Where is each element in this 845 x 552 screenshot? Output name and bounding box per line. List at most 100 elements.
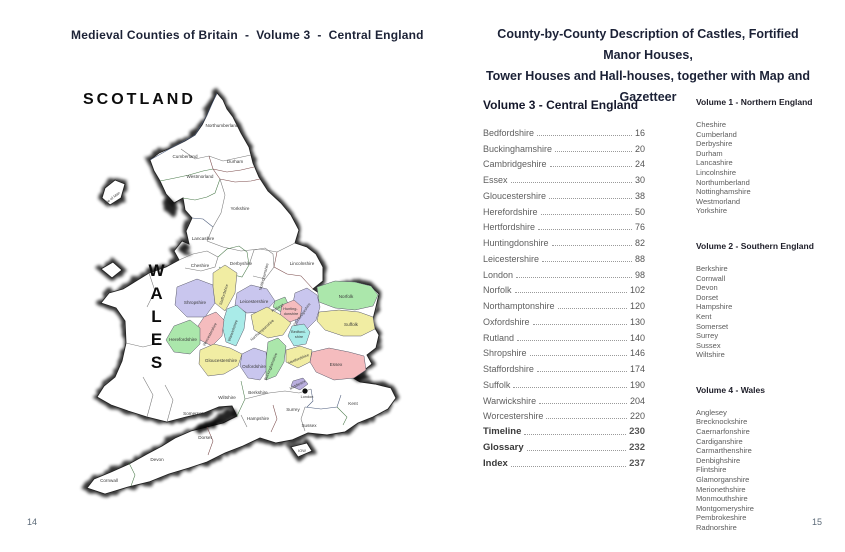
toc-page-number: 230: [629, 426, 645, 437]
county-list-item: Wiltshire: [696, 350, 725, 360]
county-list-item: Brecknockshire: [696, 417, 748, 427]
volume-1-section: Volume 1 - Northern England Cheshire Cumb…: [696, 97, 845, 216]
map-label-nottinghamshire: Nottinghamshire: [259, 263, 270, 291]
toc-row: Hertfordshire 76: [483, 217, 645, 233]
county-list-item: Carmarthenshire: [696, 446, 752, 456]
toc-page-number: 30: [634, 175, 645, 185]
map-label-bedfordshire: Bedford- shire: [291, 330, 307, 339]
map-label-gloucestershire: Gloucestershire: [205, 358, 238, 363]
volume-4-heading: Volume 4 - Wales: [696, 384, 765, 395]
map-label-somerset: Somerset: [183, 411, 203, 416]
other-volumes-column: Volume 1 - Northern England Cheshire Cumb…: [696, 97, 845, 552]
toc-row: Worcestershire 220: [483, 406, 645, 422]
toc-dotted-leader: [526, 449, 627, 451]
toc-page-number: 174: [629, 364, 645, 374]
toc-entry-label: Worcestershire: [483, 411, 544, 422]
map-label-middlesex: Middlesex: [289, 379, 306, 391]
toc-entry-label: Leicestershire: [483, 253, 540, 264]
map-label-yorkshire: Yorkshire: [231, 206, 250, 211]
wales-label: WALES: [147, 261, 166, 376]
map-label-cheshire: Cheshire: [191, 263, 210, 268]
map-label-dorset: Dorset: [198, 435, 212, 440]
toc-page-number: 204: [629, 395, 645, 406]
toc-page-number: 82: [634, 238, 645, 248]
county-list-item: Dorset: [696, 292, 719, 302]
toc-entry-label: Timeline: [483, 426, 522, 437]
county-region-essex: [309, 347, 367, 381]
toc-entry-label: Essex: [483, 175, 508, 185]
map-label-wiltshire: Wiltshire: [218, 395, 236, 400]
toc-row: Leicestershire 88: [483, 248, 645, 264]
toc-entry-label: Oxfordshire: [483, 316, 530, 327]
toc-page-number: 232: [629, 441, 645, 453]
toc-dotted-leader: [540, 213, 632, 215]
toc-row: Warwickshire 204: [483, 390, 645, 406]
toc-dotted-leader: [532, 323, 627, 325]
toc-page-number: 130: [629, 316, 645, 327]
estuary-shading: [163, 195, 371, 435]
toc-entry-label: Hertfordshire: [483, 222, 536, 233]
toc-row: Rutland 140: [483, 327, 645, 343]
toc-dotted-leader: [549, 197, 632, 199]
county-region-oxfordshire: [239, 347, 269, 381]
county-list-item: Cornwall: [696, 273, 726, 283]
county-list-item: Nottinghamshire: [696, 187, 751, 197]
map-label-kent: Kent: [348, 401, 358, 406]
toc-page-number: 146: [629, 348, 645, 359]
county-list-item: Cardiganshire: [696, 436, 743, 446]
county-list-item: Caernarfonshire: [696, 427, 750, 437]
county-list-item: Montgomeryshire: [696, 503, 754, 513]
toc-dotted-leader: [516, 276, 632, 278]
toc-page-number: 50: [634, 206, 645, 217]
toc-row: Gloucestershire 38: [483, 185, 645, 201]
county-list-item: Anglesey: [696, 407, 727, 417]
county-list-item: Denbighshire: [696, 455, 741, 465]
county-region-gloucestershire: [198, 343, 243, 377]
toc-row: Essex 30: [483, 169, 645, 185]
toc-entry-label: Glossary: [483, 441, 524, 453]
toc-row: Norfolk 102: [483, 280, 645, 295]
county-list-item: Derbyshire: [696, 139, 733, 149]
toc-entry-label: Bedfordshire: [483, 127, 535, 138]
toc-row: London 98: [483, 264, 645, 280]
toc-page-number: 98: [634, 269, 645, 280]
toc-entry-label: Shropshire: [483, 348, 527, 359]
county-list-item: Cumberland: [696, 129, 737, 139]
map-label-leicestershire: Leicestershire: [240, 299, 269, 304]
county-list-item: Merionethshire: [696, 484, 746, 494]
county-region-middlesex: [290, 377, 309, 391]
toc-entry-label: Cambridgeshire: [483, 159, 547, 170]
map-label-lancashire: Lancashire: [192, 236, 215, 241]
map-label-hertfordshire: Hertfordshire: [288, 353, 310, 365]
county-list-item: Northumberland: [696, 177, 750, 187]
map-label-surrey: Surrey: [286, 407, 300, 412]
county-list-item: Monmouthshire: [696, 494, 748, 504]
left-page-title: Medieval Counties of Britain - Volume 3 …: [71, 28, 424, 42]
map-label-northumberland: Northumberland: [206, 123, 239, 128]
map-label-devon: Devon: [150, 457, 164, 462]
toc-page-number: 16: [634, 127, 645, 138]
toc-dotted-leader: [537, 134, 632, 136]
toc-dotted-leader: [536, 370, 627, 372]
county-list-item: Cheshire: [696, 120, 727, 129]
central-counties: [165, 264, 379, 394]
county-list-item: Flintshire: [696, 465, 727, 475]
toc-entry-label: Staffordshire: [483, 364, 534, 374]
right-page-number: 15: [812, 517, 823, 527]
toc-dotted-leader: [538, 228, 632, 231]
table-of-contents: Bedfordshire 16 Buckinghamshire 20 Cambridge…: [483, 122, 645, 469]
map-label-shropshire: Shropshire: [184, 300, 207, 305]
toc-dotted-leader: [542, 260, 632, 262]
toc-heading: Volume 3 - Central England: [483, 98, 639, 112]
right-page-header-line2: Tower Houses and Hall-houses, together w…: [485, 69, 811, 104]
toc-dotted-leader: [546, 417, 627, 420]
county-region-suffolk: [316, 309, 376, 337]
left-page-number: 14: [27, 517, 38, 527]
map-label-essex: Essex: [330, 362, 343, 367]
map-label-oxfordshire: Oxfordshire: [242, 364, 266, 369]
toc-dotted-leader: [524, 433, 627, 435]
volume-2-heading: Volume 2 - Southern England: [696, 240, 814, 251]
map-label-sussex: Sussex: [301, 423, 317, 428]
map-label-warwickshire: Warwickshire: [227, 319, 238, 341]
